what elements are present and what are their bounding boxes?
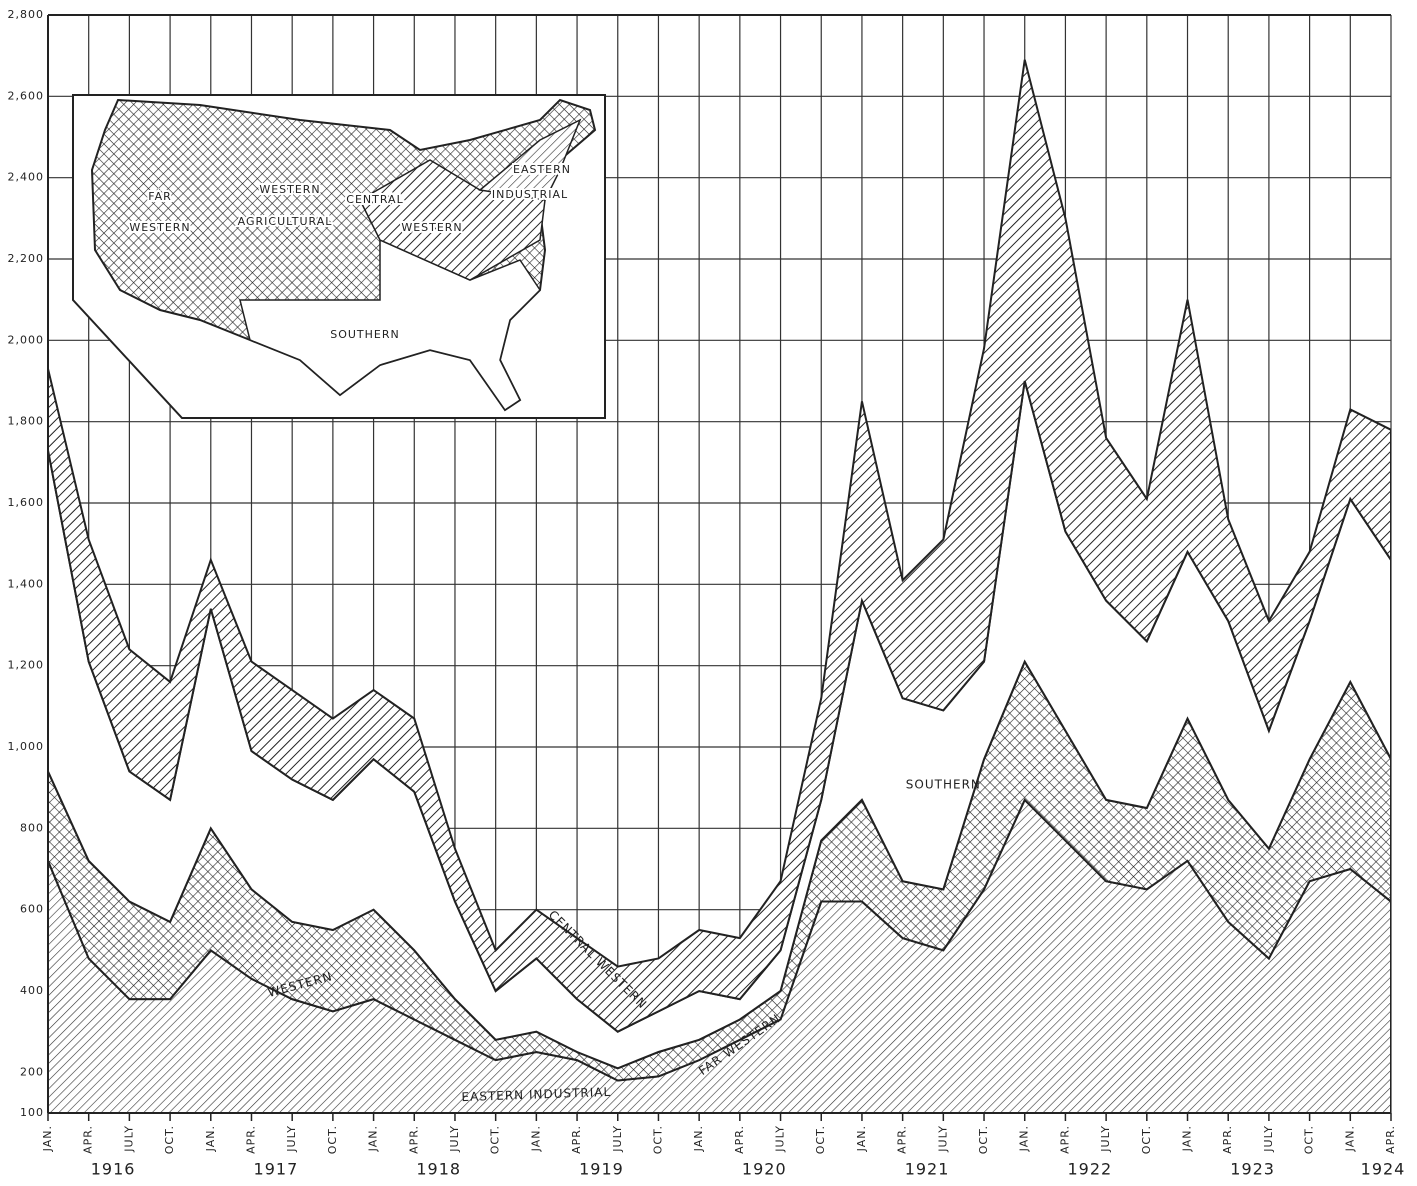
x-tick-label: OCT. xyxy=(1303,1125,1316,1154)
x-tick-label: APR. xyxy=(1384,1125,1397,1154)
x-tick-label: JAN. xyxy=(204,1125,217,1152)
x-tick-label: JAN. xyxy=(367,1125,380,1152)
x-tick-label: OCT. xyxy=(489,1125,502,1154)
x-tick-label: APR. xyxy=(407,1125,420,1154)
map-region-label: WESTERN xyxy=(401,221,462,234)
x-tick-label: OCT. xyxy=(651,1125,664,1154)
y-tick-label: 1,400 xyxy=(8,577,45,590)
map-region-label: WESTERN xyxy=(259,183,320,196)
y-tick-label: 1,000 xyxy=(8,740,45,753)
map-region-label: FAR xyxy=(148,190,172,203)
y-tick-label: 200 xyxy=(20,1065,44,1078)
map-region-label: INDUSTRIAL xyxy=(492,188,568,201)
year-label: 1917 xyxy=(254,1160,299,1179)
x-tick-label: JAN. xyxy=(1018,1125,1031,1152)
x-tick-label: JULY xyxy=(285,1125,298,1153)
map-region-label: EASTERN xyxy=(513,163,571,176)
x-tick-label: JAN. xyxy=(855,1125,868,1152)
x-tick-label: APR. xyxy=(1221,1125,1234,1154)
x-tick-label: APR. xyxy=(570,1125,583,1154)
y-tick-label: 2,600 xyxy=(8,89,45,102)
x-tick-label: OCT. xyxy=(1140,1125,1153,1154)
x-tick-label: JULY xyxy=(611,1125,624,1153)
map-region-label: CENTRAL xyxy=(346,193,403,206)
year-label: 1916 xyxy=(91,1160,136,1179)
y-tick-label: 400 xyxy=(20,984,44,997)
series-label: EASTERN INDUSTRIAL xyxy=(461,1085,611,1104)
y-tick-label: 2,000 xyxy=(8,333,45,346)
year-label: 1921 xyxy=(905,1160,950,1179)
x-tick-label: JAN. xyxy=(1181,1125,1194,1152)
x-tick-label: OCT. xyxy=(814,1125,827,1154)
x-tick-label: APR. xyxy=(896,1125,909,1154)
x-tick-label: JAN. xyxy=(529,1125,542,1152)
x-tick-label: APR. xyxy=(733,1125,746,1154)
y-tick-label: 1,800 xyxy=(8,415,45,428)
x-tick-label: APR. xyxy=(244,1125,257,1154)
map-region-label: AGRICULTURAL xyxy=(238,215,333,228)
x-tick-label: JAN. xyxy=(1343,1125,1356,1152)
x-tick-label: OCT. xyxy=(977,1125,990,1154)
x-tick-label: JULY xyxy=(1099,1125,1112,1153)
year-label: 1923 xyxy=(1230,1160,1275,1179)
series-label: SOUTHERN xyxy=(906,778,981,792)
year-label: 1924 xyxy=(1361,1160,1406,1179)
x-tick-label: JULY xyxy=(774,1125,787,1153)
year-label: 1920 xyxy=(742,1160,787,1179)
areas xyxy=(48,59,1391,1113)
y-tick-label: 1,200 xyxy=(8,659,45,672)
map-inset xyxy=(72,94,606,419)
x-tick-label: JAN. xyxy=(692,1125,705,1152)
y-tick-label: 2,200 xyxy=(8,252,45,265)
axes: 100 200 400 600 800 1,000 1,200 1,400 1,600 1,800… xyxy=(8,8,1406,1179)
year-label: 1919 xyxy=(579,1160,624,1179)
x-tick-label: JULY xyxy=(1262,1125,1275,1153)
x-tick-label: OCT. xyxy=(326,1125,339,1154)
map-labels: FAR WESTERN WESTERN AGRICULTURAL CENTRAL WEST… xyxy=(127,161,572,343)
x-tick-label: JAN. xyxy=(41,1125,54,1152)
y-tick-label: 100 xyxy=(20,1106,44,1119)
x-tick-label: APR. xyxy=(82,1125,95,1154)
x-tick-label: APR. xyxy=(1058,1125,1071,1154)
y-tick-label: 2,400 xyxy=(8,171,45,184)
y-tick-label: 1,600 xyxy=(8,496,45,509)
year-label: 1918 xyxy=(416,1160,461,1179)
year-label: 1922 xyxy=(1067,1160,1112,1179)
eastern-region xyxy=(478,118,582,201)
map-region-label: WESTERN xyxy=(129,221,190,234)
x-tick-label: JULY xyxy=(936,1125,949,1153)
y-tick-label: 800 xyxy=(20,821,44,834)
map-region-label: SOUTHERN xyxy=(330,328,400,341)
y-tick-label: 600 xyxy=(20,903,44,916)
x-tick-label: OCT. xyxy=(163,1125,176,1154)
area xyxy=(48,59,1391,1033)
x-tick-label: JULY xyxy=(122,1125,135,1153)
x-tick-label: JULY xyxy=(448,1125,461,1153)
y-tick-label: 2,800 xyxy=(8,8,45,21)
